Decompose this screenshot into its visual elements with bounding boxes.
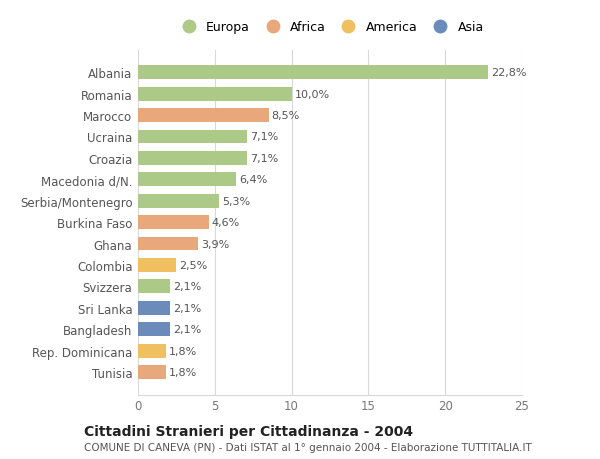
Bar xyxy=(138,301,170,315)
Text: Cittadini Stranieri per Cittadinanza - 2004: Cittadini Stranieri per Cittadinanza - 2… xyxy=(84,425,413,438)
Bar xyxy=(138,237,198,251)
Text: 5,3%: 5,3% xyxy=(223,196,251,206)
Bar xyxy=(138,194,220,208)
Text: 7,1%: 7,1% xyxy=(250,154,278,163)
Text: 1,8%: 1,8% xyxy=(169,346,197,356)
Bar xyxy=(138,173,236,187)
Text: 8,5%: 8,5% xyxy=(272,111,300,121)
Text: 2,5%: 2,5% xyxy=(179,260,208,270)
Bar xyxy=(138,88,292,101)
Text: 10,0%: 10,0% xyxy=(295,90,330,100)
Bar xyxy=(138,323,170,336)
Text: 6,4%: 6,4% xyxy=(239,175,268,185)
Bar xyxy=(138,344,166,358)
Bar xyxy=(138,130,247,144)
Text: COMUNE DI CANEVA (PN) - Dati ISTAT al 1° gennaio 2004 - Elaborazione TUTTITALIA.: COMUNE DI CANEVA (PN) - Dati ISTAT al 1°… xyxy=(84,442,532,452)
Bar xyxy=(138,109,269,123)
Text: 1,8%: 1,8% xyxy=(169,367,197,377)
Text: 22,8%: 22,8% xyxy=(491,68,527,78)
Text: 2,1%: 2,1% xyxy=(173,303,202,313)
Bar xyxy=(138,216,209,230)
Bar xyxy=(138,280,170,294)
Bar xyxy=(138,258,176,272)
Legend: Europa, Africa, America, Asia: Europa, Africa, America, Asia xyxy=(173,19,487,37)
Bar xyxy=(138,66,488,80)
Text: 3,9%: 3,9% xyxy=(201,239,229,249)
Bar xyxy=(138,365,166,379)
Text: 2,1%: 2,1% xyxy=(173,325,202,335)
Text: 4,6%: 4,6% xyxy=(212,218,240,228)
Text: 2,1%: 2,1% xyxy=(173,282,202,291)
Text: 7,1%: 7,1% xyxy=(250,132,278,142)
Bar xyxy=(138,151,247,166)
